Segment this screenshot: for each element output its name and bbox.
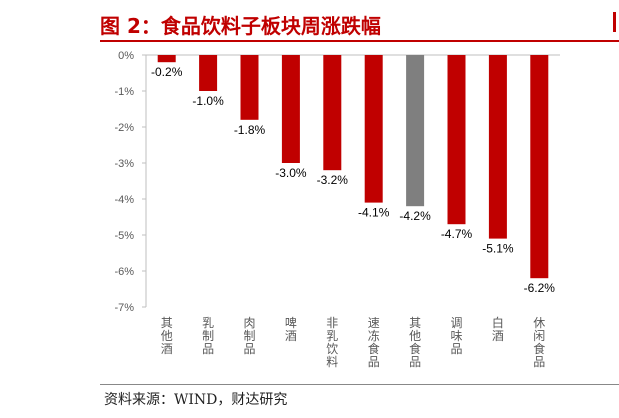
bar	[364, 55, 383, 203]
data-label: -4.2%	[399, 209, 431, 223]
figure-header: 图 2：食品饮料子板块周涨跌幅	[0, 0, 619, 44]
category-label: 速冻食品	[368, 316, 380, 369]
bar-chart: 0% -1% -2% -3% -4% -5% -6% -7% -0.2% 其他酒 -1.0% 乳制品 -…	[114, 50, 560, 369]
data-label: -5.1%	[482, 242, 514, 256]
category-label: 休闲食品	[533, 316, 545, 369]
bar	[157, 55, 176, 63]
bar	[199, 55, 218, 91]
category-label: 乳制品	[202, 316, 214, 356]
bar	[323, 55, 342, 171]
data-label: -6.2%	[524, 281, 556, 295]
category-label: 其他食品	[409, 316, 421, 369]
y-tick-label: -3%	[114, 158, 134, 170]
data-label: -3.2%	[317, 173, 349, 187]
y-tick-label: -1%	[114, 86, 134, 98]
category-label: 肉制品	[243, 316, 255, 356]
category-label: 调味品	[450, 316, 462, 356]
data-label: -3.0%	[275, 166, 307, 180]
source-note: 资料来源：WIND，财达研究	[104, 392, 288, 408]
bar	[447, 55, 466, 225]
y-tick-label: -4%	[114, 194, 134, 206]
category-label: 啤酒	[285, 315, 297, 343]
source-rule	[100, 384, 619, 385]
data-label: -0.2%	[151, 65, 183, 79]
bar	[530, 55, 549, 279]
data-label: -4.1%	[358, 206, 390, 220]
category-label: 白酒	[492, 315, 504, 343]
data-label: -1.8%	[234, 123, 266, 137]
bar	[281, 55, 300, 163]
y-tick-label: -2%	[114, 122, 134, 134]
title-rule	[100, 40, 619, 42]
figure-title: 图 2：食品饮料子板块周涨跌幅	[100, 14, 381, 38]
data-label: -4.7%	[441, 227, 473, 241]
y-tick-label: 0%	[118, 50, 134, 62]
data-label: -1.0%	[192, 94, 224, 108]
category-label: 其他酒	[161, 316, 173, 356]
bar	[488, 55, 507, 239]
category-label: 非乳饮料	[326, 316, 338, 369]
bar	[240, 55, 259, 120]
title-mark	[613, 12, 616, 32]
y-tick-label: -7%	[114, 302, 134, 314]
y-tick-label: -5%	[114, 230, 134, 242]
bar	[406, 55, 425, 207]
y-tick-label: -6%	[114, 266, 134, 278]
